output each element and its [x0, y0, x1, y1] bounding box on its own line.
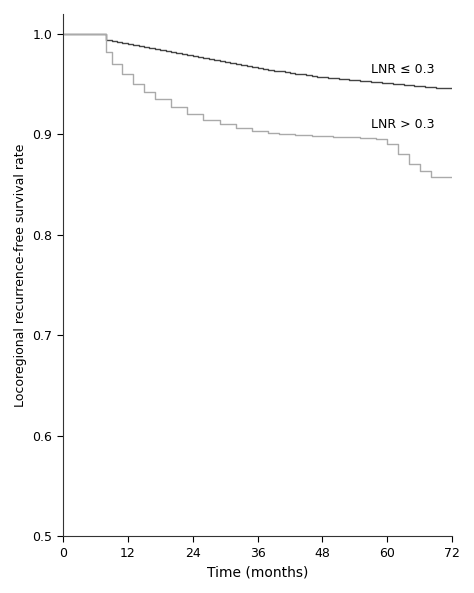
Y-axis label: Locoregional recurrence-free survival rate: Locoregional recurrence-free survival ra… [14, 144, 27, 407]
X-axis label: Time (months): Time (months) [207, 565, 308, 579]
Text: LNR > 0.3: LNR > 0.3 [371, 118, 435, 131]
Text: LNR ≤ 0.3: LNR ≤ 0.3 [371, 63, 435, 76]
